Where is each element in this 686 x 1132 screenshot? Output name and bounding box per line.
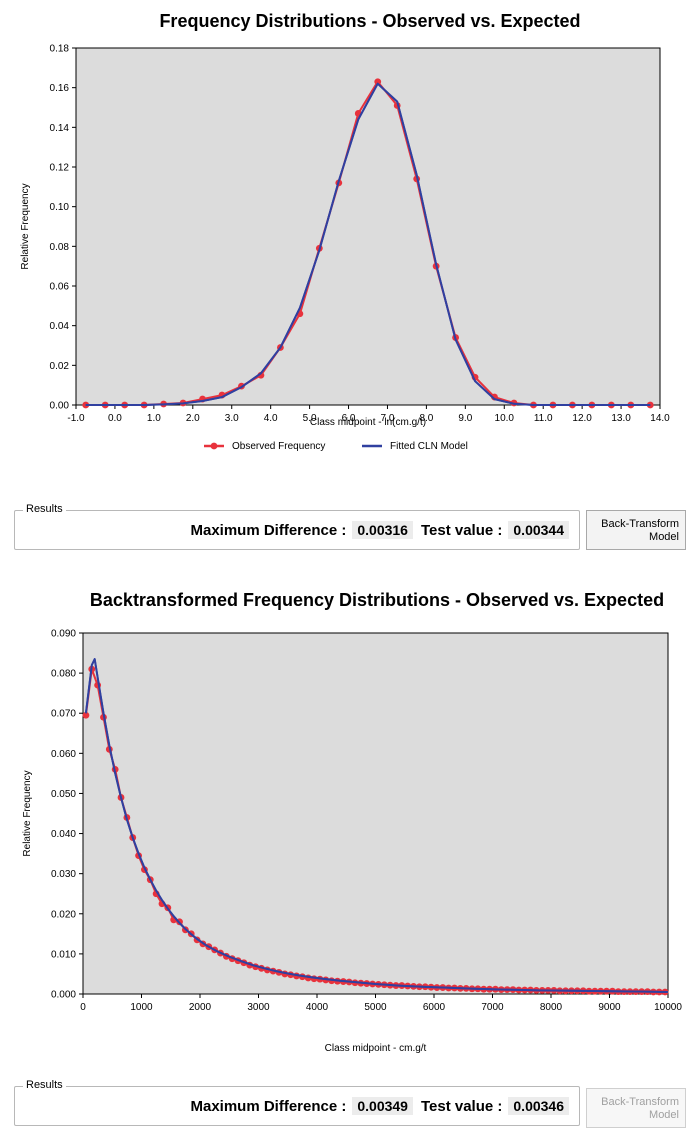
- y-axis-label: Relative Frequency: [22, 770, 33, 856]
- y-tick-label: 0.18: [50, 44, 70, 55]
- y-tick-label: 0.010: [51, 949, 76, 960]
- legend-observed-label: Observed Frequency: [232, 441, 325, 452]
- y-tick-label: 0.040: [51, 829, 76, 840]
- back-transform-button[interactable]: Back-Transform Model: [586, 510, 686, 550]
- y-tick-label: 0.090: [51, 629, 76, 640]
- chart-title: Frequency Distributions - Observed vs. E…: [159, 11, 580, 31]
- test-value-label: Test value :: [420, 521, 503, 539]
- x-tick-label: 4.0: [264, 413, 278, 424]
- results-row: Maximum Difference : 0.00316 Test value …: [190, 521, 569, 539]
- fitted-cln-model-line-overlay: [85, 82, 651, 406]
- plot-area: [82, 632, 669, 995]
- backtransformed-frequency-chart: Backtransformed Frequency Distributions …: [22, 590, 682, 1054]
- x-tick-label: 3000: [247, 1002, 270, 1013]
- x-tick-label: 10000: [654, 1002, 682, 1013]
- x-tick-label: 1000: [130, 1002, 153, 1013]
- x-tick-label: 0.0: [108, 413, 122, 424]
- x-tick-label: 2.0: [186, 413, 200, 424]
- x-tick-label: 12.0: [572, 413, 592, 424]
- y-tick-label: 0.050: [51, 789, 76, 800]
- plot-area: [75, 47, 661, 406]
- max-difference-value: 0.00349: [352, 1097, 413, 1115]
- x-tick-label: 8000: [540, 1002, 563, 1013]
- max-difference-label: Maximum Difference :: [190, 521, 347, 539]
- x-tick-label: 3.0: [225, 413, 239, 424]
- legend-observed-marker: [210, 442, 218, 450]
- y-tick-label: 0.08: [50, 242, 70, 253]
- observed-frequency-point: [82, 711, 90, 719]
- x-axis-label: Class midpoint - cm.g/t: [325, 1043, 427, 1054]
- y-tick-label: 0.12: [50, 163, 70, 174]
- x-tick-label: 8.0: [419, 413, 433, 424]
- y-tick-label: 0.030: [51, 869, 76, 880]
- x-tick-label: 2000: [189, 1002, 212, 1013]
- x-tick-label: 13.0: [611, 413, 631, 424]
- x-tick-label: 7000: [481, 1002, 504, 1013]
- y-tick-label: 0.080: [51, 669, 76, 680]
- y-tick-label: 0.00: [50, 401, 70, 412]
- x-tick-label: 1.0: [147, 413, 161, 424]
- x-tick-label: -1.0: [67, 413, 85, 424]
- y-tick-label: 0.06: [50, 282, 70, 293]
- test-value-value: 0.00346: [508, 1097, 569, 1115]
- results-row: Maximum Difference : 0.00349 Test value …: [190, 1097, 569, 1115]
- x-tick-label: 11.0: [534, 413, 553, 424]
- y-tick-label: 0.14: [50, 123, 70, 134]
- x-tick-label: 5.0: [303, 413, 317, 424]
- x-tick-label: 10.0: [495, 413, 515, 424]
- x-tick-label: 0: [80, 1002, 86, 1013]
- y-tick-label: 0.02: [50, 361, 70, 372]
- back-transform-button-line1: Back-Transform: [601, 1096, 679, 1108]
- x-tick-label: 6000: [423, 1002, 446, 1013]
- back-transform-button-line1: Back-Transform: [601, 518, 679, 530]
- test-value-value: 0.00344: [508, 521, 569, 539]
- test-value-label: Test value :: [420, 1097, 503, 1115]
- y-tick-label: 0.000: [51, 990, 76, 1001]
- x-tick-label: 5000: [364, 1002, 387, 1013]
- results-panel-bottom: Results Maximum Difference : 0.00349 Tes…: [14, 1079, 580, 1126]
- results-title: Results: [23, 1079, 66, 1091]
- observed-frequency-point: [374, 78, 382, 86]
- results-panel-top: Results Maximum Difference : 0.00316 Tes…: [14, 503, 580, 550]
- y-tick-label: 0.10: [50, 202, 70, 213]
- y-axis-label: Relative Frequency: [20, 183, 31, 269]
- fitted-cln-model-line-overlay: [85, 658, 669, 993]
- back-transform-button-line2: Model: [649, 531, 679, 543]
- x-tick-label: 6.0: [342, 413, 356, 424]
- y-tick-label: 0.16: [50, 83, 70, 94]
- y-tick-label: 0.020: [51, 909, 76, 920]
- x-tick-label: 14.0: [650, 413, 670, 424]
- max-difference-value: 0.00316: [352, 521, 413, 539]
- x-tick-label: 4000: [306, 1002, 329, 1013]
- x-tick-label: 7.0: [381, 413, 395, 424]
- y-tick-label: 0.070: [51, 709, 76, 720]
- chart-title: Backtransformed Frequency Distributions …: [90, 590, 664, 610]
- x-tick-label: 9000: [598, 1002, 621, 1013]
- y-tick-label: 0.04: [50, 321, 70, 332]
- max-difference-label: Maximum Difference :: [190, 1097, 347, 1115]
- frequency-chart: Frequency Distributions - Observed vs. E…: [20, 11, 670, 452]
- y-tick-label: 0.060: [51, 749, 76, 760]
- legend-fitted-label: Fitted CLN Model: [390, 441, 468, 452]
- x-tick-label: 9.0: [458, 413, 472, 424]
- results-title: Results: [23, 503, 66, 515]
- back-transform-button-line2: Model: [649, 1109, 679, 1121]
- back-transform-button-disabled[interactable]: Back-Transform Model: [586, 1088, 686, 1128]
- x-axis-label: Class midpoint - ln(cm.g/t): [310, 417, 426, 428]
